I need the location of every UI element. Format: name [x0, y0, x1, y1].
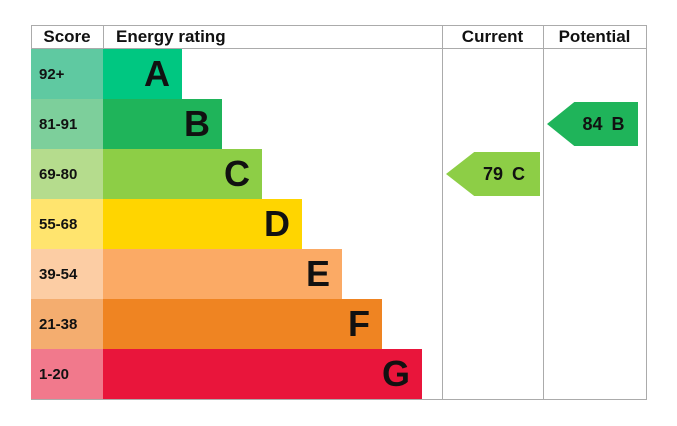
table-border-left — [31, 25, 32, 49]
band-row-c: 69-80 C — [31, 149, 422, 199]
rating-bar-c: C — [103, 149, 262, 199]
score-range-a: 92+ — [31, 49, 103, 99]
score-range-e: 39-54 — [31, 249, 103, 299]
rating-bar-b: B — [103, 99, 222, 149]
band-row-g: 1-20 G — [31, 349, 422, 399]
current-rating-letter: C — [512, 163, 526, 184]
potential-column-separator — [543, 25, 544, 400]
header-energy-rating: Energy rating — [116, 26, 226, 46]
header-current: Current — [461, 26, 524, 46]
score-range-f: 21-38 — [31, 299, 103, 349]
band-row-f: 21-38 F — [31, 299, 422, 349]
table-border-bottom — [31, 399, 647, 400]
potential-rating-arrow: 84 B — [547, 102, 638, 146]
score-range-d: 55-68 — [31, 199, 103, 249]
table-border-top — [31, 25, 647, 26]
band-row-d: 55-68 D — [31, 199, 422, 249]
score-range-c: 69-80 — [31, 149, 103, 199]
rating-bands: 92+ A 81-91 B 69-80 C 55-68 D 39-54 E 21-38 F 1-20 G — [31, 49, 422, 399]
header-bottom-border — [31, 48, 647, 49]
header-score: Score — [43, 26, 91, 46]
header-potential: Potential — [558, 26, 631, 46]
score-range-b: 81-91 — [31, 99, 103, 149]
score-column-separator — [103, 25, 104, 49]
table-border-right — [646, 25, 647, 400]
rating-bar-a: A — [103, 49, 182, 99]
potential-rating-letter: B — [611, 113, 625, 134]
potential-score-value: 84 — [582, 113, 603, 134]
score-range-g: 1-20 — [31, 349, 103, 399]
current-score-value: 79 — [482, 163, 504, 184]
current-rating-arrow: 79 C — [446, 152, 540, 196]
rating-bar-d: D — [103, 199, 302, 249]
band-row-e: 39-54 E — [31, 249, 422, 299]
current-column-separator — [442, 25, 443, 400]
rating-bar-e: E — [103, 249, 342, 299]
rating-bar-f: F — [103, 299, 382, 349]
band-row-a: 92+ A — [31, 49, 422, 99]
rating-bar-g: G — [103, 349, 422, 399]
band-row-b: 81-91 B — [31, 99, 422, 149]
